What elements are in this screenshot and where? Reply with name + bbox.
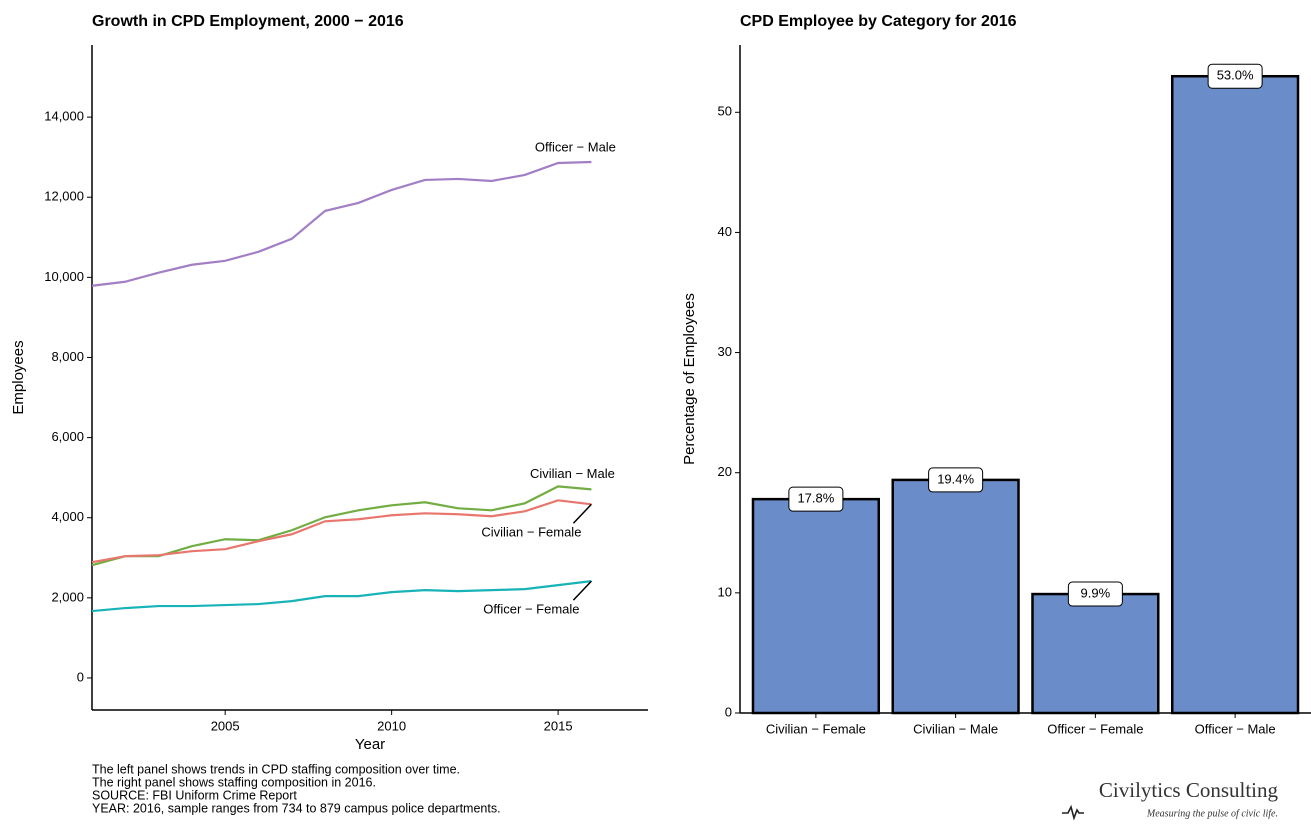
y-tick-label: 0 — [77, 669, 84, 684]
y-tick-label: 8,000 — [51, 349, 84, 364]
y-tick-label: 14,000 — [44, 109, 84, 124]
caption-line: YEAR: 2016, sample ranges from 734 to 87… — [92, 801, 501, 815]
bar — [1170, 74, 1300, 715]
x-tick-label: Officer − Female — [1047, 721, 1143, 736]
chart-title: Growth in CPD Employment, 2000 − 2016 — [92, 13, 404, 30]
y-tick-label: 10 — [718, 584, 732, 599]
value-label-box — [928, 467, 984, 493]
series-label: Civilian − Male — [530, 466, 615, 481]
y-tick-label: 10,000 — [44, 269, 84, 284]
series-label: Officer − Female — [483, 602, 579, 617]
y-axis-title: Percentage of Employees — [681, 293, 698, 465]
x-tick-label: 2015 — [544, 718, 573, 733]
y-tick-label: 40 — [718, 224, 732, 239]
x-tick-label: Civilian − Male — [913, 721, 998, 736]
value-label: 17.8% — [797, 491, 834, 506]
value-label: 53.0% — [1217, 68, 1254, 83]
value-label-box — [1067, 581, 1123, 607]
x-axis-title: Year — [355, 736, 385, 753]
label-leader — [572, 580, 592, 601]
logo-tagline: Measuring the pulse of civic life. — [1146, 808, 1278, 819]
series-line — [91, 580, 592, 613]
y-tick-label: 4,000 — [51, 509, 84, 524]
series-line — [91, 485, 592, 567]
y-tick-label: 6,000 — [51, 429, 84, 444]
y-tick-label: 12,000 — [44, 189, 84, 204]
bar — [891, 478, 1020, 715]
y-tick-label: 0 — [725, 704, 732, 719]
x-tick-label: Civilian − Female — [766, 721, 866, 736]
logo-icon — [1062, 804, 1084, 821]
value-label: 9.9% — [1081, 585, 1111, 600]
bar — [1031, 592, 1160, 715]
value-label: 19.4% — [937, 471, 974, 486]
y-tick-label: 20 — [718, 464, 732, 479]
caption-line: The right panel shows staffing compositi… — [92, 775, 376, 789]
bar — [751, 497, 881, 715]
y-axis-title: Employees — [10, 340, 27, 414]
value-label-box — [1207, 63, 1263, 89]
series-label: Civilian − Female — [481, 525, 581, 540]
x-tick-label: 2005 — [211, 718, 240, 733]
caption-line: SOURCE: FBI Uniform Crime Report — [92, 788, 297, 802]
logo-name: Civilytics Consulting — [1099, 778, 1279, 802]
series-line — [91, 160, 592, 287]
series-label: Officer − Male — [535, 139, 616, 154]
y-tick-label: 2,000 — [51, 589, 84, 604]
caption-line: The left panel shows trends in CPD staff… — [92, 762, 460, 776]
value-label-box — [788, 486, 844, 512]
x-tick-label: 2010 — [377, 718, 406, 733]
series-line — [91, 499, 592, 564]
y-tick-label: 50 — [718, 104, 732, 119]
label-leader — [572, 503, 592, 524]
x-tick-label: Officer − Male — [1195, 721, 1276, 736]
chart-title: CPD Employee by Category for 2016 — [740, 13, 1017, 30]
y-tick-label: 30 — [718, 344, 732, 359]
